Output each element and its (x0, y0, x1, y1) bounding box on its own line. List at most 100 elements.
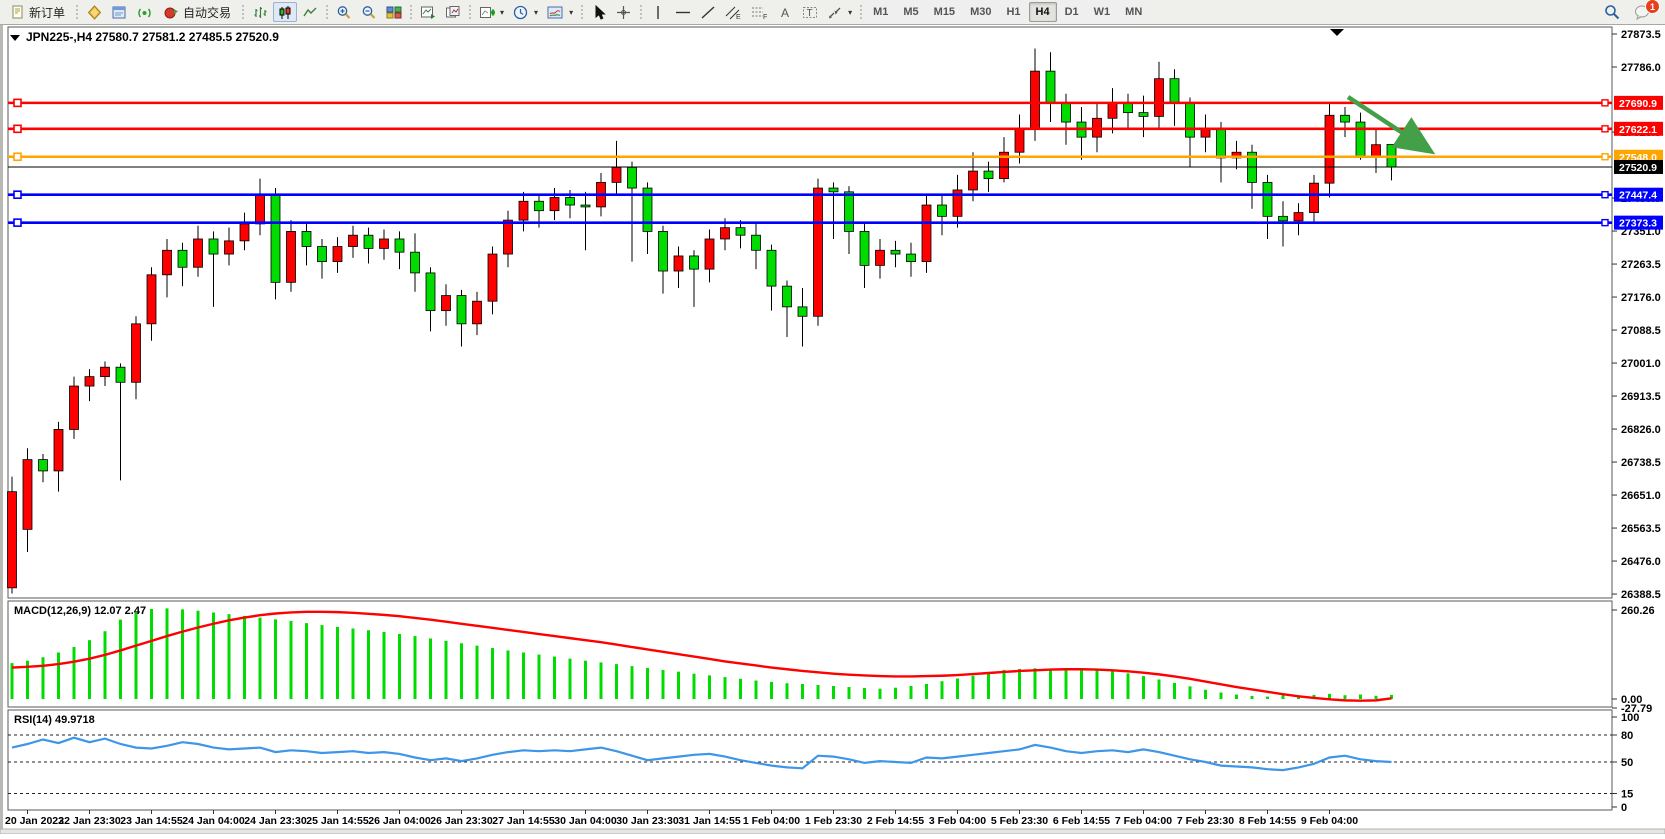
svg-text:80: 80 (1621, 730, 1633, 742)
arrows-icon (829, 7, 841, 18)
price-badge-27447.4: 27447.4 (1614, 187, 1663, 202)
chart-menu-arrow-icon[interactable] (10, 35, 20, 41)
notification-badge: 1 (1645, 0, 1660, 14)
hline-handle[interactable] (13, 152, 22, 162)
candlestick-chart-button[interactable] (273, 2, 298, 22)
svg-text:27786.0: 27786.0 (1621, 62, 1661, 74)
svg-text:9 Feb 04:00: 9 Feb 04:00 (1301, 815, 1358, 827)
text-button[interactable]: A (773, 2, 797, 22)
svg-text:E: E (736, 14, 741, 20)
svg-text:1 Feb 23:30: 1 Feb 23:30 (805, 815, 862, 827)
svg-text:27690.9: 27690.9 (1619, 98, 1657, 110)
svg-text:5 Feb 23:30: 5 Feb 23:30 (991, 815, 1048, 827)
equidistant-channel-icon: E (725, 6, 741, 20)
hline-27447.4[interactable] (8, 190, 1612, 199)
bar-chart-button[interactable] (248, 2, 272, 22)
search-button[interactable] (1600, 2, 1624, 22)
price-badge-27520.9: 27520.9 (1614, 159, 1663, 174)
svg-text:100: 100 (1621, 712, 1639, 724)
hline-27622.1[interactable] (8, 124, 1612, 134)
price-axis[interactable]: 27873.527786.027613.527438.527351.027263… (1612, 29, 1661, 601)
timeframe-button-w1[interactable]: W1 (1086, 2, 1118, 22)
notifications-button[interactable]: 1 (1630, 0, 1660, 22)
dropdown-caret-icon: ▾ (534, 7, 539, 17)
timeframe-button-d1[interactable]: D1 (1057, 2, 1086, 22)
svg-text:20 Jan 2023: 20 Jan 2023 (5, 815, 64, 827)
down-arrow-annotation[interactable] (1346, 95, 1436, 155)
signals-button[interactable] (132, 2, 156, 22)
svg-text:T: T (807, 8, 813, 19)
market-watch-button[interactable] (82, 2, 106, 22)
toolbar-grip (75, 4, 80, 20)
dropdown-caret-icon: ▾ (500, 7, 505, 17)
svg-text:26563.5: 26563.5 (1621, 523, 1661, 535)
timeframe-button-m15[interactable]: M15 (926, 2, 963, 22)
tile-windows-button[interactable] (382, 2, 406, 22)
svg-text:27873.5: 27873.5 (1621, 29, 1661, 41)
profiles-button[interactable] (441, 2, 465, 22)
rsi-plot-area[interactable] (7, 709, 1613, 811)
hline-27548.0[interactable] (8, 152, 1612, 162)
cursor-button[interactable] (587, 2, 611, 22)
toolbar-grip (859, 4, 864, 20)
svg-text:30 Jan 23:30: 30 Jan 23:30 (616, 815, 679, 827)
dropdown-caret-icon: ▾ (569, 7, 574, 17)
timeframe-button-mn[interactable]: MN (1118, 2, 1150, 22)
auto-scroll-marker-icon[interactable] (1330, 29, 1344, 36)
horizontal-line-button[interactable] (671, 2, 695, 22)
svg-text:1 Feb 04:00: 1 Feb 04:00 (743, 815, 800, 827)
period-menu-button[interactable]: ▾ (509, 2, 542, 22)
hline-handle[interactable] (13, 124, 22, 134)
template-menu-button[interactable]: ▾ (543, 2, 577, 22)
toolbar-grip (468, 4, 473, 20)
macd-indicator: MACD(12,26,9) 12.07 2.47 260.26 0.00-27.79 (10, 605, 1655, 715)
rsi-indicator: RSI(14) 49.9718 100 80 50 150 (8, 712, 1639, 814)
svg-text:260.26: 260.26 (1621, 605, 1655, 617)
svg-text:26 Jan 04:00: 26 Jan 04:00 (368, 815, 431, 827)
timeframe-button-m5[interactable]: M5 (896, 2, 926, 22)
zoom-in-button[interactable] (332, 2, 356, 22)
timeframe-button-m30[interactable]: M30 (963, 2, 999, 22)
hline-handle[interactable] (13, 218, 22, 227)
svg-text:24 Jan 23:30: 24 Jan 23:30 (244, 815, 307, 827)
hline-27690.9[interactable] (8, 98, 1612, 108)
toolbar-grip (325, 4, 330, 20)
new-chart-button[interactable] (416, 2, 440, 22)
hline-27373.3[interactable] (8, 218, 1612, 227)
svg-text:6 Feb 14:55: 6 Feb 14:55 (1053, 815, 1110, 827)
macd-label: MACD(12,26,9) 12.07 2.47 (14, 605, 146, 617)
svg-text:50: 50 (1621, 757, 1633, 769)
crosshair-button[interactable] (612, 2, 636, 22)
crosshair-icon (617, 5, 631, 19)
timeframe-button-m1[interactable]: M1 (866, 2, 896, 22)
add-indicator-button[interactable]: ▾ (475, 2, 508, 22)
data-window-button[interactable] (107, 2, 131, 22)
fibonacci-button[interactable]: F (747, 2, 772, 22)
auto-trading-button[interactable]: 自动交易 (157, 2, 238, 22)
svg-text:15: 15 (1621, 789, 1633, 801)
timeframe-button-h1[interactable]: H1 (999, 2, 1028, 22)
timeframe-button-h4[interactable]: H4 (1028, 2, 1057, 22)
hline-handle[interactable] (13, 190, 22, 199)
equidistant-channel-button[interactable]: E (721, 2, 746, 22)
line-chart-button[interactable] (298, 2, 322, 22)
zoom-in-icon (337, 5, 351, 19)
hline-handle[interactable] (13, 98, 22, 108)
svg-text:26738.5: 26738.5 (1621, 457, 1661, 469)
svg-text:3 Feb 04:00: 3 Feb 04:00 (929, 815, 986, 827)
chart-canvas[interactable]: 27873.527786.027613.527438.527351.027263… (0, 25, 1665, 835)
zoom-out-button[interactable] (357, 2, 381, 22)
trendline-button[interactable] (696, 2, 720, 22)
text-label-button[interactable]: T (798, 2, 822, 22)
svg-text:23 Jan 14:55: 23 Jan 14:55 (120, 815, 183, 827)
svg-text:25 Jan 14:55: 25 Jan 14:55 (306, 815, 369, 827)
svg-text:26913.5: 26913.5 (1621, 391, 1661, 403)
new-order-button[interactable]: 新订单 (4, 2, 72, 22)
zoom-out-icon (362, 5, 376, 19)
chart-title: JPN225-,H4 27580.7 27581.2 27485.5 27520… (10, 30, 279, 44)
fibonacci-icon: F (752, 7, 767, 20)
vertical-line-icon (657, 5, 659, 19)
vertical-line-button[interactable] (646, 2, 670, 22)
arrows-menu-button[interactable]: ▾ (823, 2, 856, 22)
